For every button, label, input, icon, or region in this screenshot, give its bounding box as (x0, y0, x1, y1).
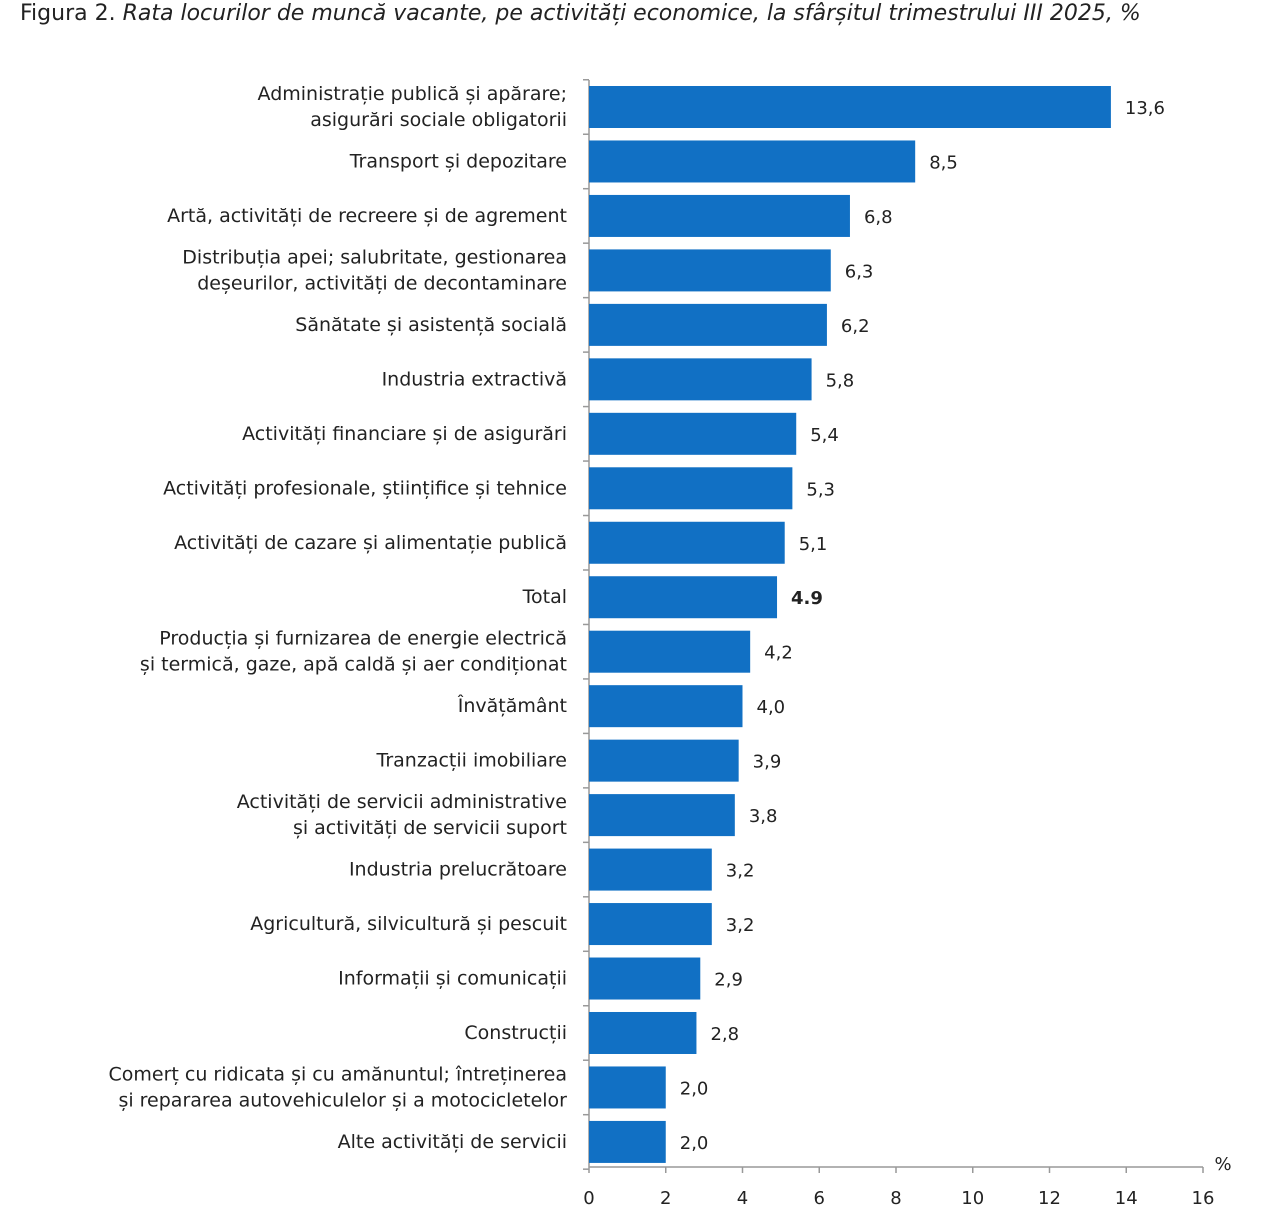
bar (589, 794, 735, 837)
category-label: Administrație publică și apărare; asigură… (258, 83, 567, 131)
category-label: Activități de servicii administrative și … (237, 791, 567, 839)
category-label: Activități profesionale, științifice și … (163, 477, 567, 499)
x-tick-label: 0 (583, 1188, 594, 1209)
bar (589, 903, 712, 946)
category-line: și termică, gaze, apă caldă și aer condi… (140, 653, 567, 675)
category-line: Distribuția apei; salubritate, gestionar… (182, 246, 567, 268)
category-line: Comerț cu ridicata și cu amănuntul; într… (109, 1063, 568, 1085)
category-line: Activități de servicii administrative (237, 791, 567, 813)
category-label: Învățământ (457, 694, 567, 717)
category-line: Transport și depozitare (349, 150, 567, 172)
category-label: Industria prelucrătoare (349, 858, 567, 880)
value-label: 8,5 (929, 152, 958, 173)
category-label: Agricultură, silvicultură și pescuit (250, 913, 567, 935)
bar (589, 358, 812, 401)
bar (589, 1011, 697, 1054)
category-label: Alte activități de servicii (338, 1130, 567, 1152)
value-label: 5,4 (810, 425, 839, 446)
bar (589, 1066, 666, 1109)
bar (589, 412, 797, 455)
category-line: și activități de servicii suport (293, 817, 567, 839)
value-label: 3,2 (726, 915, 755, 936)
category-line: asigurări sociale obligatorii (310, 109, 567, 131)
value-label: 3,2 (726, 861, 755, 882)
x-tick-label: 4 (737, 1188, 748, 1209)
bar (589, 957, 701, 1000)
category-line: Sănătate și asistență socială (295, 313, 567, 335)
value-label: 3,9 (753, 752, 782, 773)
value-label: 13,6 (1125, 98, 1165, 119)
value-label: 5,8 (826, 370, 855, 391)
x-tick-label: 10 (961, 1188, 984, 1209)
title-prefix: Figura 2. (20, 1, 116, 26)
category-line: Tranzacții imobiliare (376, 749, 567, 771)
value-label: 6,8 (864, 207, 893, 228)
category-label: Activități financiare și de asigurări (242, 422, 567, 444)
category-label: Comerț cu ridicata și cu amănuntul; într… (109, 1063, 568, 1111)
bar (589, 194, 850, 237)
bar (589, 739, 739, 782)
category-label: Distribuția apei; salubritate, gestionar… (182, 246, 567, 294)
value-label: 4,0 (757, 697, 786, 718)
x-tick-label: 6 (814, 1188, 825, 1209)
value-label: 4,2 (764, 643, 793, 664)
category-label: Industria extractivă (382, 368, 567, 390)
category-label: Sănătate și asistență socială (295, 313, 567, 335)
title-text: Rata locurilor de muncă vacante, pe acti… (123, 1, 1141, 26)
bar (589, 467, 793, 510)
category-label: Informații și comunicații (338, 967, 567, 989)
bar (589, 848, 712, 891)
category-line: Activități de cazare și alimentație publ… (174, 531, 567, 553)
category-line: Total (522, 586, 567, 608)
value-label: 3,8 (749, 806, 778, 827)
category-label: Tranzacții imobiliare (376, 749, 567, 771)
bar (589, 630, 751, 673)
bar (589, 1120, 666, 1163)
category-label: Transport și depozitare (349, 150, 567, 172)
category-label: Producția și furnizarea de energie elect… (140, 627, 567, 675)
value-label: 6,3 (845, 261, 874, 282)
category-line: Industria prelucrătoare (349, 858, 567, 880)
bar (589, 521, 785, 564)
chart-title: Figura 2. Rata locurilor de muncă vacant… (20, 1, 1141, 26)
category-line: Activități financiare și de asigurări (242, 422, 567, 444)
value-label: 2,0 (680, 1078, 709, 1099)
category-line: Învățământ (457, 694, 567, 717)
category-line: Producția și furnizarea de energie elect… (159, 627, 567, 649)
x-tick-label: 14 (1115, 1188, 1138, 1209)
category-line: Alte activități de servicii (338, 1130, 567, 1152)
value-label: 4.9 (791, 588, 823, 609)
bar (589, 576, 778, 619)
category-label: Total (522, 586, 567, 608)
value-label: 2,0 (680, 1133, 709, 1154)
value-label: 6,2 (841, 316, 870, 337)
bar (589, 249, 831, 292)
x-unit: % (1214, 1154, 1231, 1175)
category-line: Construcții (464, 1021, 567, 1043)
bar (589, 303, 827, 346)
category-label: Artă, activități de recreere și de agrem… (167, 204, 567, 226)
category-line: Activități profesionale, științifice și … (163, 477, 567, 499)
category-label: Activități de cazare și alimentație publ… (174, 531, 567, 553)
category-line: Industria extractivă (382, 368, 567, 390)
value-label: 5,1 (799, 534, 828, 555)
x-tick-label: 16 (1192, 1188, 1215, 1209)
category-line: și repararea autovehiculelor și a motoci… (118, 1089, 567, 1111)
category-line: Artă, activități de recreere și de agrem… (167, 204, 567, 226)
category-line: deșeurilor, activități de decontaminare (197, 272, 567, 294)
value-label: 5,3 (806, 479, 835, 500)
value-label: 2,9 (714, 970, 743, 991)
bar (589, 685, 743, 728)
category-line: Agricultură, silvicultură și pescuit (250, 913, 567, 935)
x-tick-label: 12 (1038, 1188, 1061, 1209)
value-label: 2,8 (710, 1024, 739, 1045)
category-line: Administrație publică și apărare; (258, 83, 567, 105)
bar (589, 86, 1111, 128)
bar (589, 140, 916, 183)
x-tick-label: 2 (660, 1188, 671, 1209)
x-tick-label: 8 (890, 1188, 901, 1209)
category-line: Informații și comunicații (338, 967, 567, 989)
category-label: Construcții (464, 1021, 567, 1043)
